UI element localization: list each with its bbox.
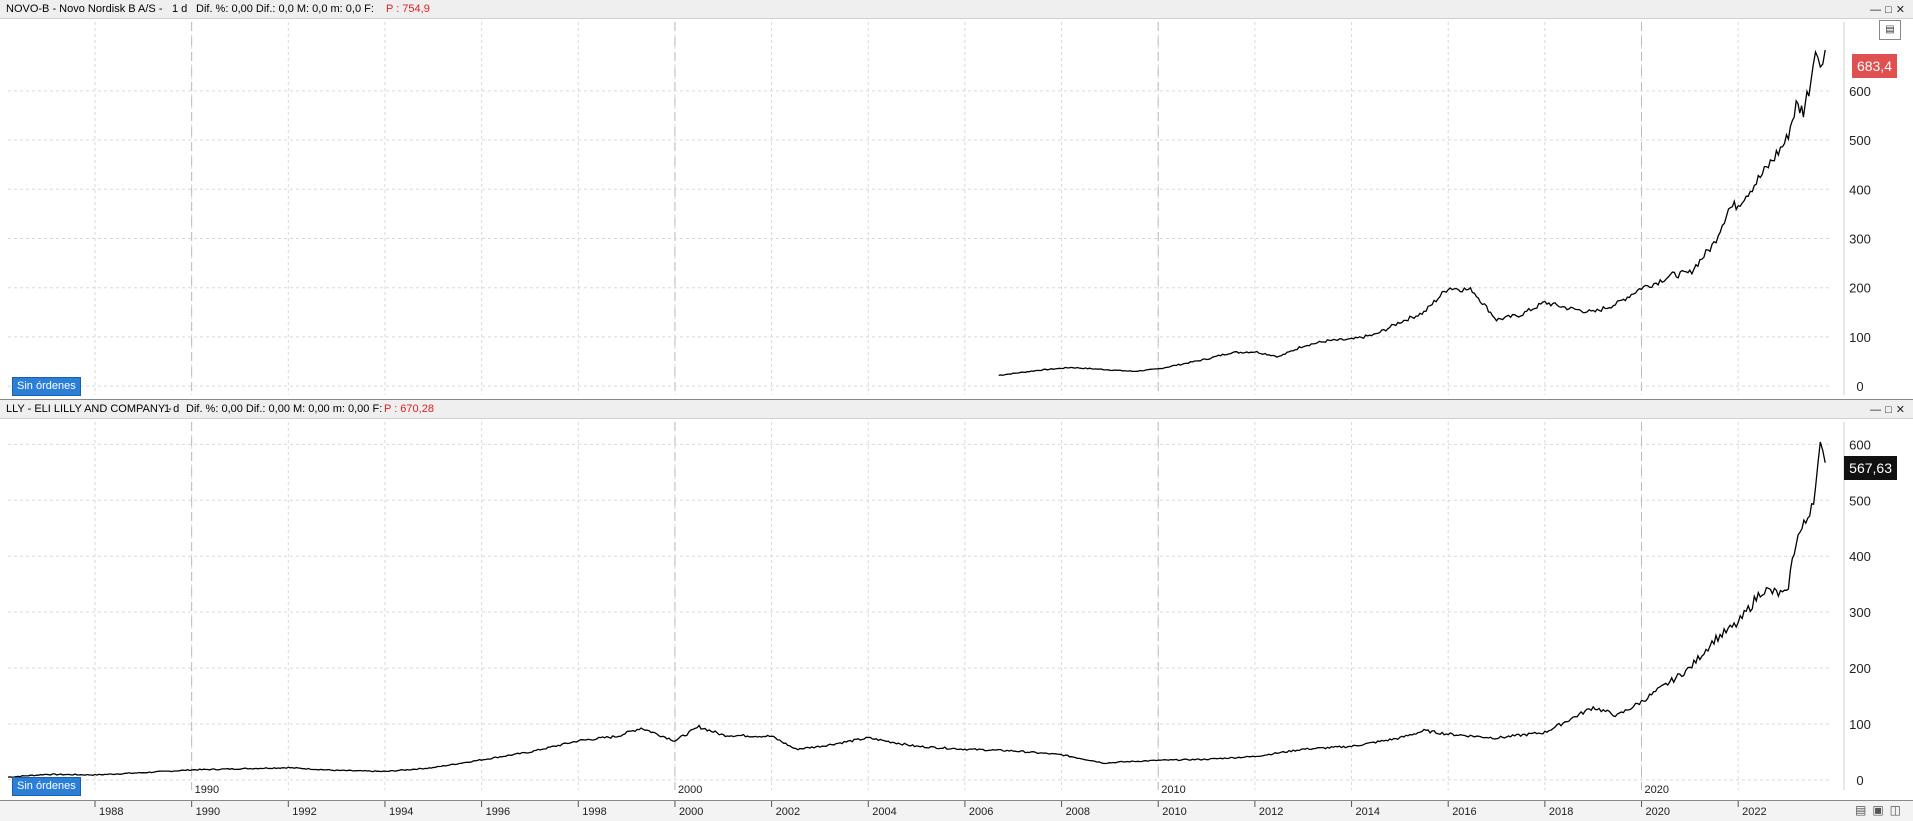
x-tick-label: 2006 (969, 806, 993, 818)
y-tick-label: 100 (1849, 330, 1871, 345)
x-tick-label: 2002 (776, 806, 800, 818)
window-controls[interactable]: —□✕ (1870, 403, 1909, 416)
y-tick-label: 0 (1856, 773, 1863, 788)
x-tick-label: 2016 (1452, 806, 1476, 818)
symbol-description: NOVO-B - Novo Nordisk B A/S - (6, 3, 163, 15)
y-tick-label: 400 (1849, 182, 1871, 197)
y-tick-label: 600 (1849, 437, 1871, 452)
current-price-tag: 683,4 (1851, 54, 1897, 78)
chart-header: NOVO-B - Novo Nordisk B A/S - 1 d Dif. %… (0, 0, 1913, 19)
chart-panel-lly[interactable]: LLY - ELI LILLY AND COMPANY - 1 d Dif. %… (0, 400, 1913, 800)
y-tick-label: 200 (1849, 661, 1871, 676)
maximize-icon[interactable]: □ (1885, 4, 1896, 16)
x-tick-label: 1988 (99, 806, 123, 818)
x-tick-label: 2000 (679, 806, 703, 818)
interval-label[interactable]: 1 d (164, 403, 180, 415)
chart-header: LLY - ELI LILLY AND COMPANY - 1 d Dif. %… (0, 400, 1913, 419)
major-year-label: 2010 (1161, 784, 1185, 796)
window-controls[interactable]: —□✕ (1870, 3, 1909, 16)
x-tick-label: 2018 (1549, 806, 1573, 818)
toolbar-icons[interactable]: ▤▣◫ (1855, 803, 1907, 817)
y-tick-label: 600 (1849, 84, 1871, 99)
y-tick-label: 300 (1849, 232, 1871, 247)
x-tick-label: 2020 (1646, 806, 1670, 818)
major-year-label: 1990 (195, 784, 219, 796)
orders-badge[interactable]: Sin órdenes (12, 777, 81, 796)
x-axis: 1988 1990 1992 1994 1996 1998 2000 2002 2004 2006… (94, 801, 1767, 818)
stats-label: Dif. %: 0,00 Dif.: 0,00 M: 0,00 m: 0,00 … (186, 403, 383, 415)
last-price-label: P : 670,28 (384, 403, 434, 415)
price-chart-lly[interactable]: 0 100 200 300 400 500 600 1990 2000 2010 2020 (0, 400, 1913, 800)
y-tick-label: 400 (1849, 549, 1871, 564)
y-tick-label: 0 (1856, 379, 1863, 394)
x-tick-label: 1992 (292, 806, 316, 818)
orders-badge[interactable]: Sin órdenes (12, 377, 81, 396)
x-tick-label: 2014 (1356, 806, 1380, 818)
stats-label: Dif. %: 0,00 Dif.: 0,0 M: 0,0 m: 0,0 F: (196, 3, 374, 15)
x-tick-label: 2008 (1066, 806, 1090, 818)
minimize-icon[interactable]: — (1870, 404, 1886, 416)
y-tick-label: 200 (1849, 281, 1871, 296)
x-tick-label: 1998 (582, 806, 606, 818)
major-year-label: 2020 (1645, 784, 1669, 796)
x-tick-label: 2010 (1162, 806, 1186, 818)
price-chart-novo[interactable]: 0 100 200 300 400 500 600 (0, 0, 1913, 400)
minimize-icon[interactable]: — (1870, 4, 1886, 16)
maximize-icon[interactable]: □ (1885, 404, 1896, 416)
chart-panel-novo[interactable]: NOVO-B - Novo Nordisk B A/S - 1 d Dif. %… (0, 0, 1913, 400)
current-price-tag: 567,63 (1844, 456, 1897, 480)
close-icon[interactable]: ✕ (1895, 404, 1909, 416)
y-tick-label: 500 (1849, 493, 1871, 508)
split-icon[interactable]: ◫ (1889, 803, 1907, 817)
x-tick-label: 2012 (1259, 806, 1283, 818)
symbol-description: LLY - ELI LILLY AND COMPANY - (6, 403, 172, 415)
x-tick-label: 2004 (872, 806, 896, 818)
time-axis-bar: 1988 1990 1992 1994 1996 1998 2000 2002 2004 2006… (0, 800, 1913, 821)
interval-label[interactable]: 1 d (172, 3, 188, 15)
y-tick-label: 100 (1849, 717, 1871, 732)
scale-settings-icon[interactable]: ▤ (1879, 20, 1901, 40)
price-series-line (998, 49, 1826, 376)
chart-type-icon[interactable]: ▤ (1854, 803, 1873, 817)
major-year-label: 2000 (678, 784, 702, 796)
price-series-line (7, 441, 1826, 778)
y-tick-label: 300 (1849, 605, 1871, 620)
y-tick-label: 500 (1849, 133, 1871, 148)
x-tick-label: 1990 (196, 806, 220, 818)
x-tick-label: 2022 (1742, 806, 1766, 818)
x-tick-label: 1994 (389, 806, 413, 818)
close-icon[interactable]: ✕ (1895, 4, 1909, 16)
save-icon[interactable]: ▣ (1872, 803, 1890, 817)
last-price-label: P : 754,9 (386, 3, 430, 15)
x-tick-label: 1996 (486, 806, 510, 818)
